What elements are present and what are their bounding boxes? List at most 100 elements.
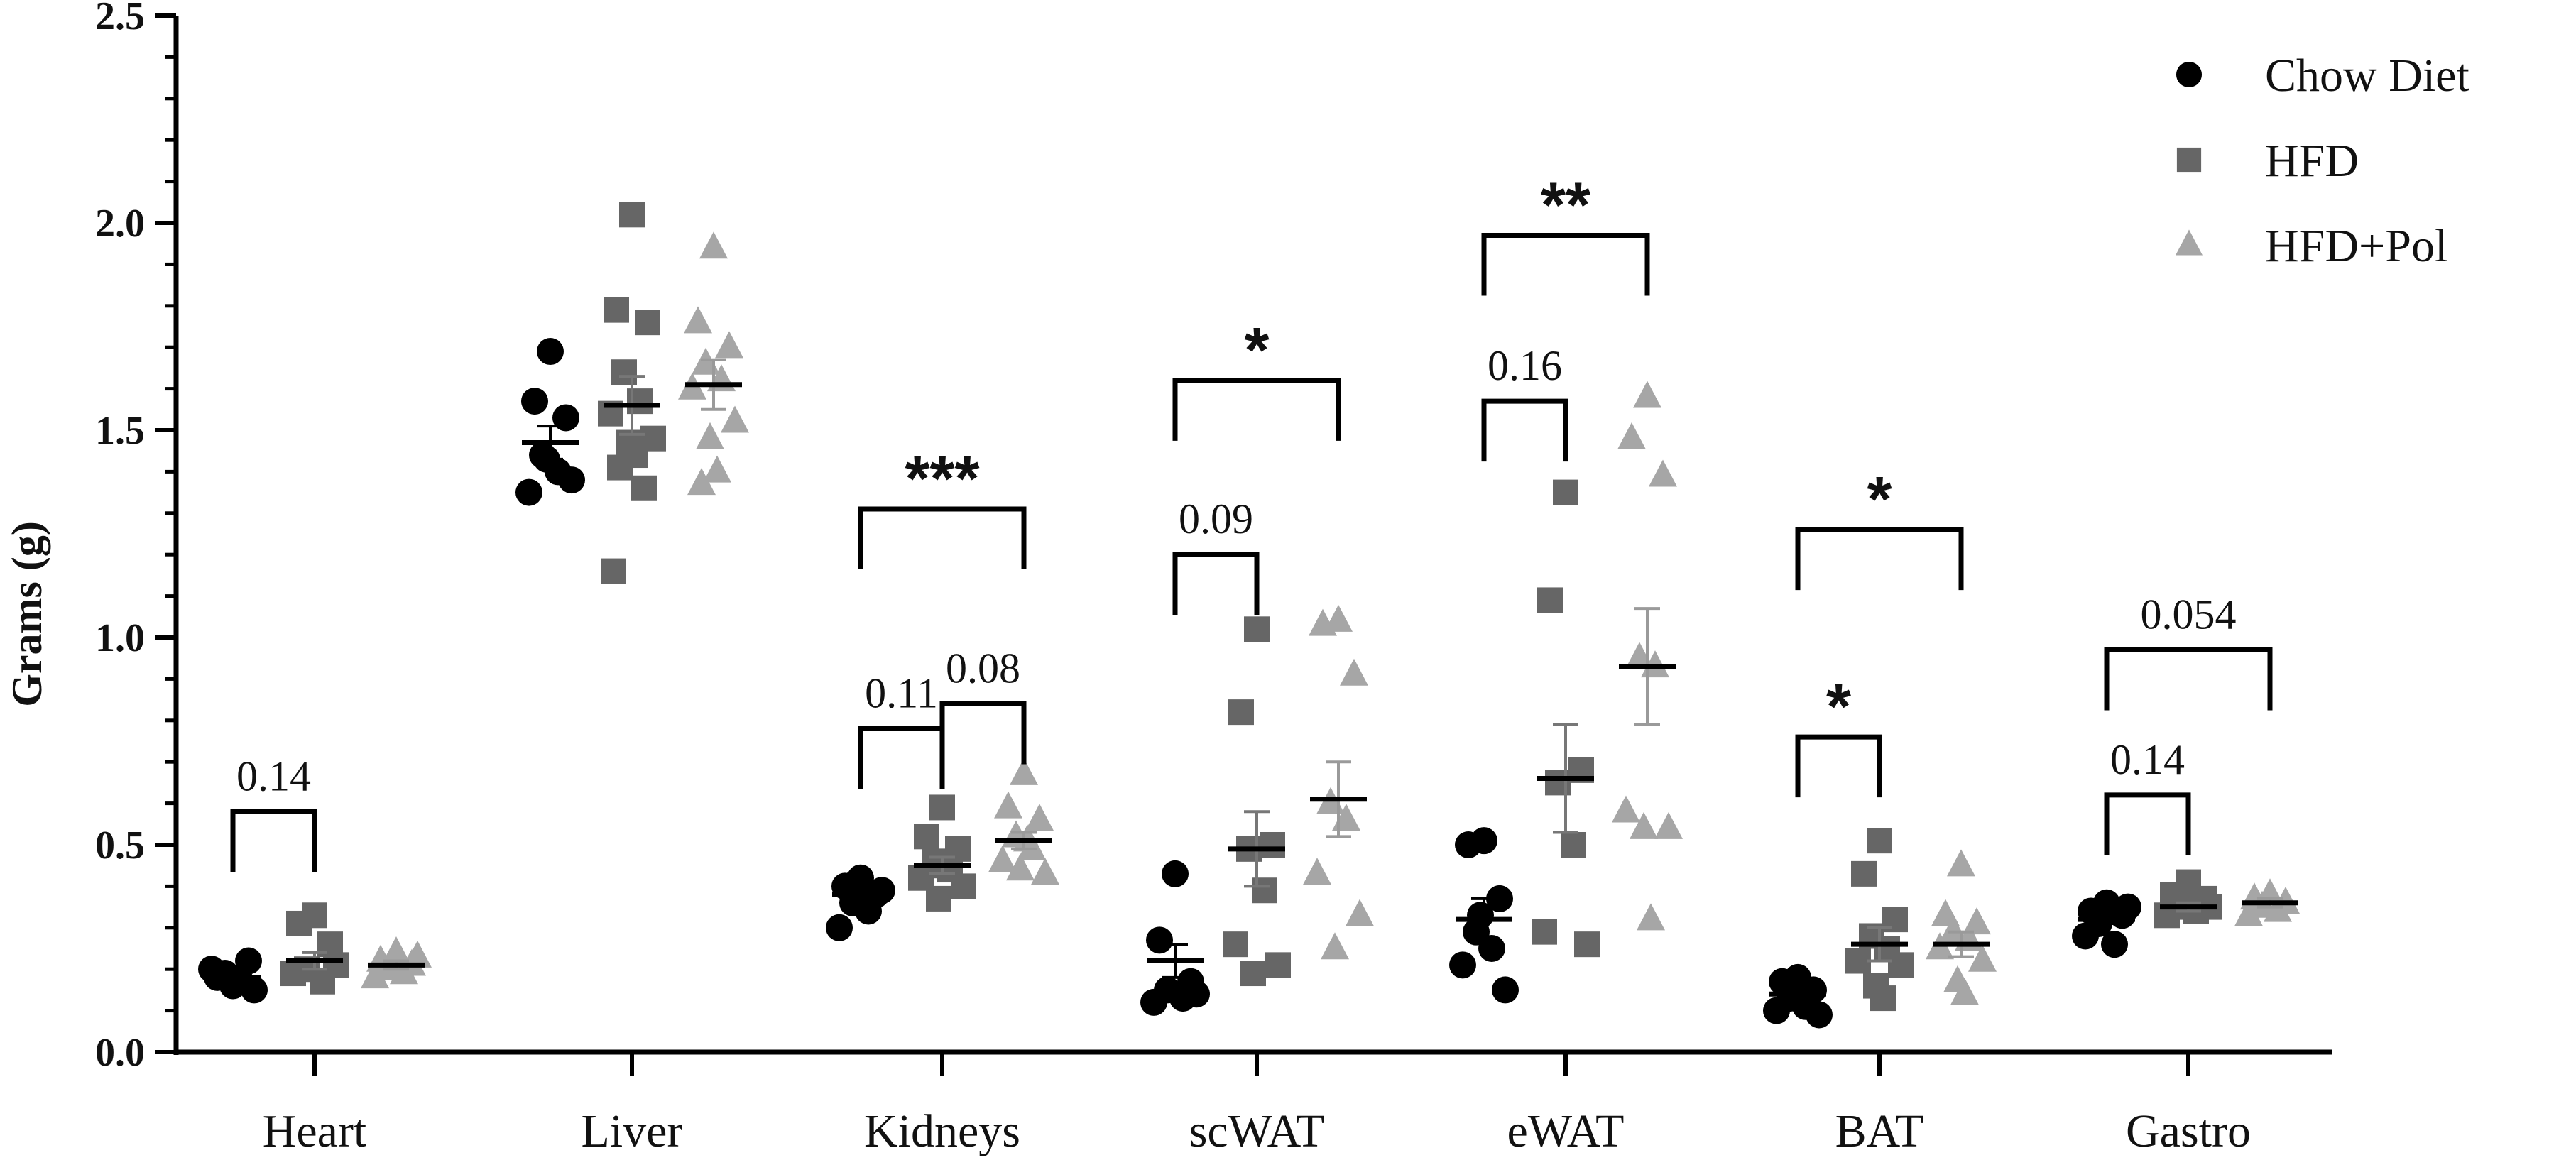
category-label: Liver: [582, 1105, 683, 1157]
point-chow-diet: [1146, 926, 1173, 954]
significance-bracket: [1795, 527, 1964, 591]
legend-marker-chow-diet: [2176, 61, 2203, 88]
point-hfd: [286, 910, 312, 936]
point-hfd: [1537, 587, 1563, 613]
point-hfd-pol: [1637, 903, 1665, 931]
significance-bracket: [939, 701, 1027, 765]
category-label: Kidneys: [864, 1105, 1020, 1157]
point-hfd-pol: [1633, 381, 1661, 408]
point-hfd-pol: [1950, 978, 1979, 1005]
point-chow-diet: [1449, 951, 1476, 979]
point-chow-diet: [844, 868, 871, 896]
category-label: eWAT: [1507, 1105, 1625, 1157]
point-chow-diet: [2114, 893, 2141, 921]
point-hfd: [1553, 479, 1578, 505]
axes: [173, 16, 2332, 1076]
point-hfd-pol: [715, 331, 743, 359]
category-label: scWAT: [1189, 1105, 1325, 1157]
category-label: Heart: [263, 1105, 367, 1157]
legend-marker-hfd: [2176, 147, 2202, 173]
significance-bracket: [230, 809, 317, 872]
significance-bracket: [2104, 792, 2191, 855]
point-chow-diet: [826, 914, 853, 941]
point-hfd-pol: [390, 957, 418, 985]
significance-stars: *: [1244, 315, 1269, 386]
category-labels: Heart Liver Kidneys scWAT eWAT BAT Gastro: [263, 1105, 2251, 1157]
significance-bracket: [1481, 233, 1650, 296]
point-hfd-pol: [1031, 858, 1059, 885]
point-hfd-pol: [696, 422, 724, 449]
significance-bracket: [858, 726, 945, 789]
p-value-label: 0.14: [2110, 736, 2185, 783]
significance-bracket: [1172, 552, 1260, 615]
point-chow-diet: [868, 877, 895, 904]
point-hfd-pol: [1303, 858, 1331, 885]
significance-bracket: [1172, 378, 1341, 441]
point-chow-diet: [521, 388, 548, 415]
point-hfd: [1574, 931, 1600, 958]
significance-stars: ***: [905, 444, 979, 515]
data-points: [198, 202, 2300, 1029]
point-hfd: [1244, 616, 1270, 642]
point-hfd-pol: [1630, 811, 1658, 839]
point-hfd: [929, 794, 955, 821]
point-hfd: [1260, 832, 1285, 858]
point-chow-diet: [855, 897, 882, 925]
point-hfd-pol: [1010, 757, 1038, 785]
y-tick-label: 0.5: [95, 824, 145, 868]
point-hfd: [1888, 952, 1914, 978]
point-chow-diet: [1478, 935, 1505, 962]
point-hfd-pol: [1321, 932, 1349, 960]
point-chow-diet: [537, 338, 564, 366]
legend-label-hfd: HFD: [2265, 135, 2359, 187]
significance-bracket: [1481, 398, 1568, 462]
point-hfd: [619, 202, 645, 228]
legend: Chow Diet HFD HFD+Pol: [2176, 50, 2469, 272]
point-chow-diet: [552, 404, 579, 432]
point-hfd: [1870, 985, 1896, 1012]
point-hfd-pol: [692, 347, 720, 375]
legend-label-chow-diet: Chow Diet: [2265, 50, 2469, 102]
point-hfd: [1228, 699, 1254, 726]
significance-annotations: 0.140.110.08***0.09* 0.16****0.140.054: [230, 170, 2273, 872]
point-chow-diet: [241, 976, 268, 1004]
significance-stars: *: [1867, 464, 1892, 535]
y-tick-label: 2.5: [95, 0, 145, 38]
point-hfd: [1265, 952, 1291, 978]
point-hfd-pol: [994, 791, 1022, 819]
point-hfd-pol: [403, 940, 432, 968]
point-hfd: [1240, 961, 1266, 987]
point-hfd-pol: [703, 455, 731, 483]
p-value-label: 0.054: [2141, 591, 2237, 638]
y-tick-label: 2.0: [95, 202, 145, 246]
point-hfd-pol: [1346, 899, 1374, 926]
p-value-label: 0.14: [236, 753, 311, 799]
significance-stars: *: [1826, 672, 1851, 743]
point-chow-diet: [1486, 885, 1513, 912]
y-tick-label: 1.0: [95, 616, 145, 660]
point-hfd-pol: [1654, 811, 1683, 839]
point-hfd-pol: [1649, 459, 1677, 487]
point-hfd-pol: [1013, 824, 1042, 852]
point-chow-diet: [1492, 976, 1519, 1004]
point-chow-diet: [558, 466, 585, 494]
point-hfd: [1561, 832, 1586, 858]
point-hfd: [635, 310, 660, 336]
point-hfd-pol: [361, 961, 389, 989]
point-hfd: [914, 824, 939, 850]
point-chow-diet: [235, 947, 262, 975]
point-hfd-pol: [1968, 944, 1997, 972]
legend-marker-hfd-pol: [2176, 229, 2203, 256]
significance-bracket: [2104, 647, 2273, 711]
point-chow-diet: [1455, 831, 1482, 858]
point-hfd: [1532, 919, 1557, 945]
point-hfd-pol: [1947, 849, 1975, 877]
point-chow-diet: [1183, 980, 1210, 1008]
mean-bars: [204, 358, 2298, 1000]
legend-label-hfd-pol: HFD+Pol: [2265, 220, 2447, 272]
point-hfd-pol: [1006, 853, 1035, 881]
p-value-label: 0.08: [946, 645, 1020, 691]
point-chow-diet: [1806, 1001, 1833, 1029]
category-label: Gastro: [2126, 1105, 2251, 1157]
